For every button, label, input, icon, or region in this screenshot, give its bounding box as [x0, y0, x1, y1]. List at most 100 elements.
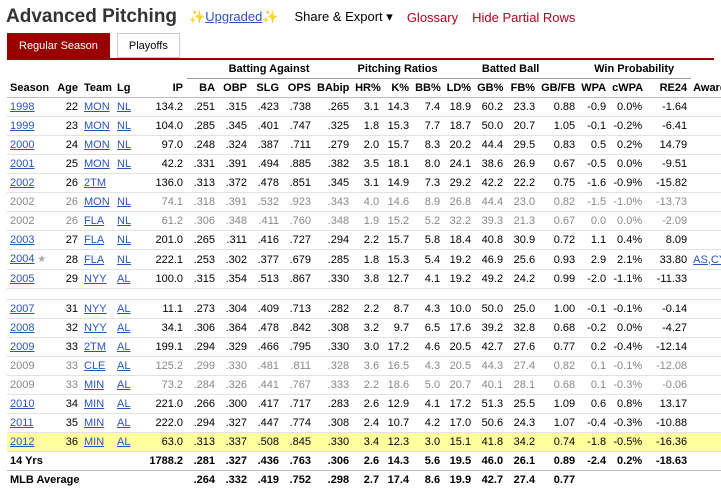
- column-header-slg[interactable]: SLG: [250, 78, 283, 98]
- glossary-link[interactable]: Glossary: [406, 9, 459, 25]
- column-header-wpa[interactable]: WPA: [578, 78, 610, 98]
- column-header-cwpa[interactable]: cWPA: [609, 78, 646, 98]
- cell-link-team[interactable]: MON: [84, 139, 110, 151]
- cell-link-season[interactable]: 2011: [10, 417, 34, 429]
- cell-link-team[interactable]: MON: [84, 196, 110, 208]
- cell-link-season[interactable]: 2005: [10, 273, 35, 285]
- cell-link-season[interactable]: 2003: [10, 234, 35, 246]
- cell-link-season[interactable]: 1998: [10, 101, 35, 113]
- cell-cwpa: -0.9%: [609, 173, 646, 193]
- cell-link-team[interactable]: FLA: [84, 253, 105, 266]
- cell-link-season[interactable]: 2000: [10, 139, 35, 151]
- column-header-awards[interactable]: Awards: [690, 78, 721, 98]
- column-header-obp[interactable]: OBP: [218, 78, 251, 98]
- cell-link-season[interactable]: 2004: [10, 253, 35, 265]
- cell-babip: .285: [314, 249, 353, 270]
- cell-link-team[interactable]: MON: [84, 158, 110, 170]
- hide-partial-rows-toggle[interactable]: Hide Partial Rows: [472, 9, 576, 25]
- cell-link-season[interactable]: 2001: [10, 158, 35, 170]
- footer-cell-obp: .327: [218, 451, 251, 471]
- cell-link-team[interactable]: 2TM: [84, 341, 106, 353]
- cell-hr-: 2.6: [352, 394, 383, 414]
- cell-link-lg[interactable]: AL: [117, 379, 131, 391]
- cell-awards: [690, 230, 721, 250]
- upgraded-badge: ✨Upgraded✨: [189, 9, 278, 25]
- cell-link-team[interactable]: MON: [84, 101, 110, 113]
- column-header-season[interactable]: Season: [7, 78, 53, 98]
- column-header-ld-[interactable]: LD%: [443, 78, 475, 98]
- cell-link-lg[interactable]: NL: [117, 139, 132, 151]
- cell-link-team[interactable]: NYY: [84, 322, 107, 334]
- cell-link-lg[interactable]: NL: [117, 158, 132, 170]
- column-header-ops[interactable]: OPS: [282, 78, 315, 98]
- cell-fb-: 23.3: [506, 97, 539, 117]
- column-header-bb-[interactable]: BB%: [412, 78, 444, 98]
- column-header-re24[interactable]: RE24: [645, 78, 691, 98]
- cell-link-season[interactable]: 2008: [10, 322, 35, 334]
- cell-link-lg[interactable]: NL: [117, 120, 132, 132]
- cell-babip: .283: [314, 394, 353, 414]
- cell-link-lg[interactable]: NL: [117, 253, 132, 266]
- cell-age: 35: [53, 413, 81, 433]
- cell-link-lg[interactable]: AL: [117, 341, 131, 353]
- cell-link-team[interactable]: MIN: [84, 379, 105, 391]
- cell-link-lg[interactable]: NL: [117, 101, 132, 113]
- cell-link-lg[interactable]: NL: [117, 196, 132, 208]
- cell-link-team[interactable]: FLA: [84, 234, 105, 246]
- column-header-gb-[interactable]: GB%: [474, 78, 507, 98]
- tab-playoffs[interactable]: Playoffs: [116, 33, 180, 58]
- cell-link-team[interactable]: FLA: [84, 215, 105, 227]
- cell-link-lg[interactable]: AL: [117, 398, 131, 410]
- cell-gb-fb: 0.74: [538, 432, 579, 452]
- cell-link-season[interactable]: 2007: [10, 303, 35, 315]
- cell-hr-: 2.2: [352, 375, 383, 395]
- column-header-k-[interactable]: K%: [382, 78, 413, 98]
- column-header-ba[interactable]: BA: [186, 78, 219, 98]
- share-export-menu[interactable]: Share & Export ▾: [294, 9, 393, 24]
- upgraded-link[interactable]: Upgraded: [205, 9, 263, 24]
- cell-slg: .447: [250, 413, 283, 433]
- cell-link-team[interactable]: MIN: [84, 436, 105, 448]
- column-header-lg[interactable]: Lg: [114, 78, 139, 98]
- cell-gb-: 44.3: [474, 356, 507, 376]
- cell-age: 26: [53, 211, 81, 231]
- cell-season: 2003: [7, 230, 53, 250]
- column-header-fb-[interactable]: FB%: [506, 78, 539, 98]
- cell-link-lg[interactable]: NL: [117, 215, 132, 227]
- cell-cwpa: 0.4%: [609, 230, 646, 250]
- cell-lg: [114, 173, 139, 193]
- cell-link-lg[interactable]: AL: [117, 436, 131, 448]
- cell-link-season[interactable]: 2010: [10, 398, 35, 410]
- cell-fb-: 22.2: [506, 173, 539, 193]
- cell-wpa: 0.2: [578, 337, 610, 357]
- cell-link-team[interactable]: 2TM: [84, 177, 106, 189]
- cell-link-team[interactable]: NYY: [84, 303, 107, 315]
- column-header-gb-fb[interactable]: GB/FB: [538, 78, 579, 98]
- cell-link-lg[interactable]: NL: [117, 234, 132, 246]
- column-header-team[interactable]: Team: [81, 78, 114, 98]
- cell-link-lg[interactable]: AL: [117, 360, 131, 372]
- cell-link-team[interactable]: CLE: [84, 360, 106, 372]
- cell-link-lg[interactable]: AL: [117, 303, 131, 315]
- cell-link-lg[interactable]: AL: [117, 322, 131, 334]
- column-header-age[interactable]: Age: [53, 78, 81, 98]
- cell-link-lg[interactable]: AL: [117, 417, 131, 429]
- column-header-babip[interactable]: BAbip: [314, 78, 353, 98]
- cell-link-team[interactable]: MIN: [84, 398, 105, 410]
- cell-link-season[interactable]: 1999: [10, 120, 35, 132]
- cell-link-season[interactable]: 2012: [10, 436, 35, 448]
- cell-age: 36: [53, 432, 81, 452]
- cell-link-team[interactable]: NYY: [84, 273, 107, 285]
- cell-bb-: 6.5: [412, 318, 444, 338]
- cell-link-season[interactable]: 2009: [10, 341, 35, 353]
- cell-link-team[interactable]: MIN: [84, 417, 105, 429]
- cell-gb-fb: 0.93: [538, 249, 579, 270]
- cell-hr-: 2.2: [352, 299, 383, 319]
- cell-link-season[interactable]: 2002: [10, 177, 35, 189]
- column-header-hr-[interactable]: HR%: [352, 78, 383, 98]
- tab-regular-season[interactable]: Regular Season: [7, 33, 110, 58]
- column-header-ip[interactable]: IP: [139, 78, 187, 98]
- cell-link-team[interactable]: MON: [84, 120, 110, 132]
- cell-link-lg[interactable]: AL: [117, 273, 131, 285]
- cell-link-awards[interactable]: AS,CYA-6: [693, 253, 721, 266]
